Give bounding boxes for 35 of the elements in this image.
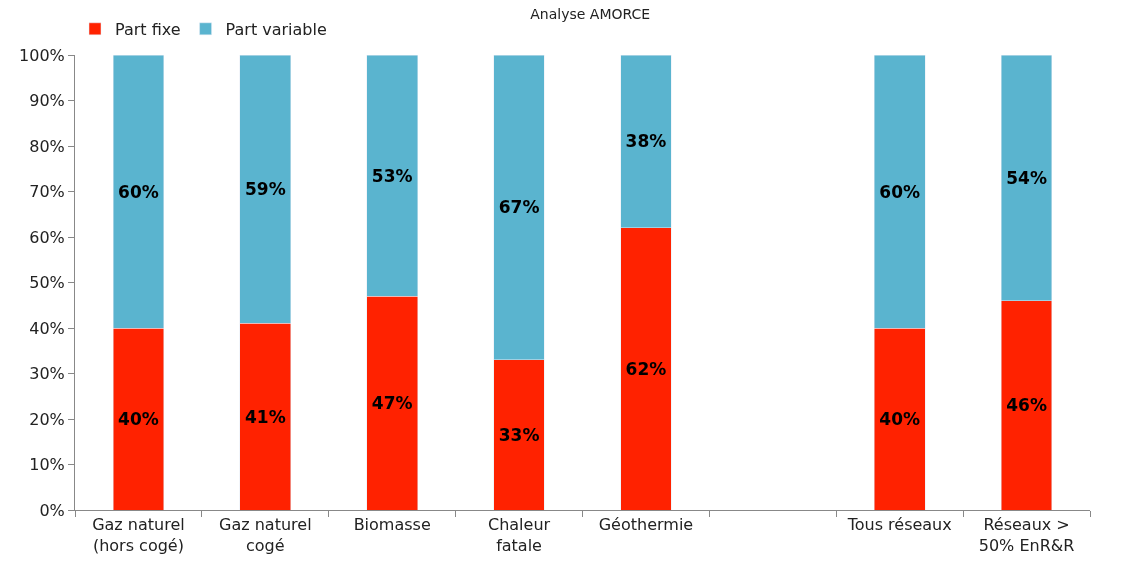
x-tick-label: Biomasse <box>353 515 431 535</box>
data-label: 54% <box>1006 167 1047 188</box>
y-tick-label: 40% <box>29 318 65 338</box>
data-label: 38% <box>625 131 667 152</box>
data-label: 59% <box>244 179 286 200</box>
data-label: 40% <box>118 409 159 429</box>
legend-label: Part fixe <box>115 20 181 40</box>
data-label: 47% <box>371 393 413 414</box>
legend-label: Part variable <box>225 20 327 40</box>
data-label: 60% <box>118 181 159 202</box>
x-tick-label: Chaleur fatale <box>488 515 551 555</box>
x-tick-label: Géothermie <box>598 515 694 535</box>
y-tick-label: 90% <box>29 91 65 111</box>
data-label: 46% <box>1006 395 1047 416</box>
data-label: 41% <box>244 406 286 427</box>
data-label: 33% <box>498 424 540 445</box>
y-tick-label: 30% <box>29 364 65 384</box>
x-tick-label: Tous réseaux <box>846 515 952 535</box>
x-tick-label: Réseaux > 50% EnR&R <box>978 515 1075 555</box>
data-label: 67% <box>498 197 540 218</box>
x-tick-label: Gaz naturel cogé <box>219 515 312 555</box>
y-tick-label: 10% <box>29 455 65 475</box>
y-tick-label: 50% <box>29 273 65 293</box>
data-label: 53% <box>371 165 413 186</box>
y-tick-label: 60% <box>29 227 65 247</box>
y-tick-label: 20% <box>29 409 65 429</box>
chart-title: Analyse AMORCE <box>530 5 651 22</box>
data-label: 62% <box>625 358 667 379</box>
data-label: 40% <box>879 409 921 429</box>
x-tick-label: Gaz naturel (hors cogé) <box>92 515 185 555</box>
y-tick-label: 70% <box>29 182 65 202</box>
data-label: 60% <box>879 181 921 202</box>
y-tick-label: 80% <box>29 136 65 156</box>
y-tick-label: 100% <box>19 45 65 65</box>
y-tick-label: 0% <box>39 500 65 520</box>
